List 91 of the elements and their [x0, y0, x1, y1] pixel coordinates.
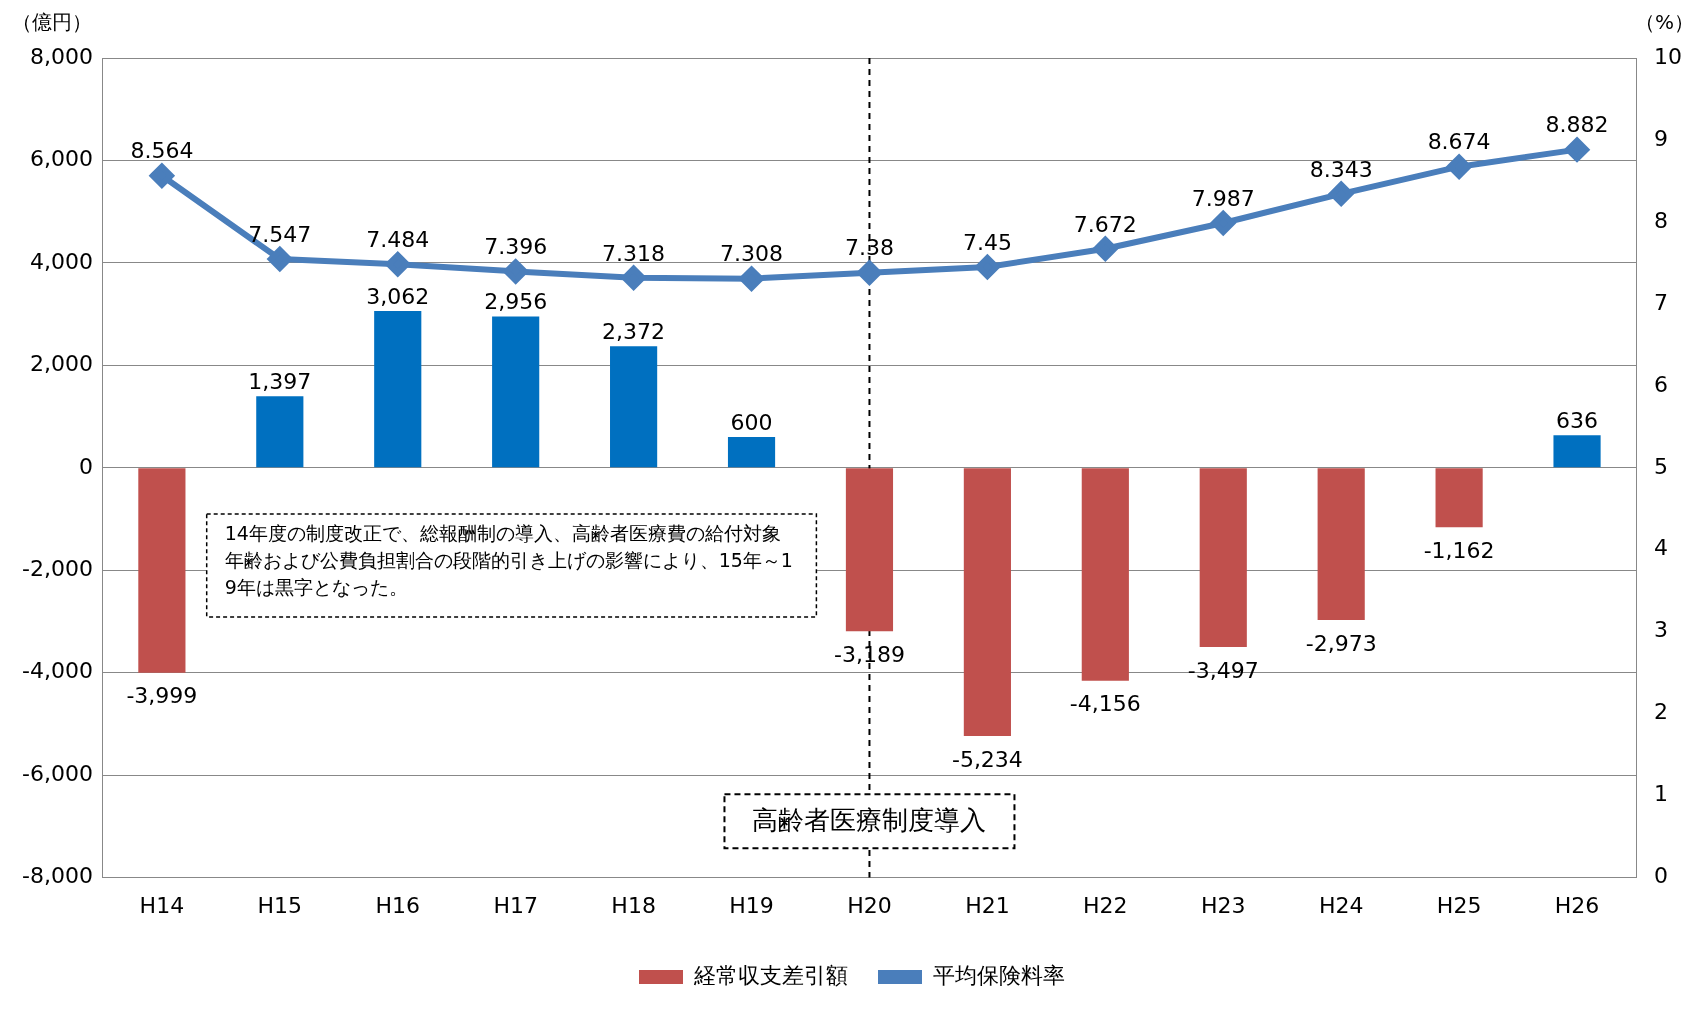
legend-label: 経常収支差引額: [693, 962, 848, 988]
y2-tick-label: 3: [1654, 617, 1669, 643]
y2-tick-label: 8: [1654, 207, 1669, 233]
point: [1093, 236, 1118, 261]
data-label: 7.987: [1191, 185, 1255, 211]
x-tick-label: H22: [1083, 892, 1128, 918]
x-tick-label: H14: [139, 892, 185, 918]
x-tick-label: H16: [375, 892, 421, 918]
x-tick-label: H23: [1200, 892, 1246, 918]
data-label: 2,956: [484, 289, 548, 315]
data-label: 7.38: [844, 235, 894, 261]
data-label: 7.484: [366, 226, 430, 252]
bar: [963, 468, 1011, 736]
legend-label: 平均保険料率: [933, 962, 1065, 988]
bar: [374, 310, 422, 468]
y2-tick-label: 5: [1654, 453, 1669, 479]
y-tick-label: 6,000: [29, 146, 93, 172]
y2-tick-label: 2: [1654, 699, 1669, 725]
data-label: 3,062: [366, 283, 430, 309]
data-label: -3,999: [126, 683, 198, 709]
data-label: 8.564: [130, 138, 194, 164]
data-label: 7.672: [1073, 211, 1137, 237]
y2-axis-title: （%）: [1634, 10, 1694, 35]
y2-tick-label: 10: [1654, 43, 1683, 69]
data-label: 1,397: [248, 368, 312, 394]
bar: [138, 468, 186, 673]
bar: [727, 437, 776, 468]
y2-tick-label: 0: [1654, 863, 1669, 889]
x-tick-label: H20: [847, 892, 892, 918]
point: [857, 260, 882, 285]
x-tick-label: H21: [965, 892, 1010, 918]
bar: [845, 468, 894, 632]
point: [385, 252, 410, 277]
data-label: -3,189: [834, 641, 905, 667]
x-tick-label: H18: [611, 892, 656, 918]
y-axis-title: （億円）: [12, 10, 92, 35]
point: [1565, 137, 1590, 162]
point: [1329, 181, 1354, 206]
x-tick-label: H15: [257, 892, 303, 918]
y2-tick-label: 6: [1654, 371, 1669, 397]
annotation: 高齢者医療制度導入: [752, 805, 987, 835]
data-label: -4,156: [1069, 691, 1141, 717]
point: [503, 259, 528, 284]
y-tick-label: 8,000: [29, 43, 93, 69]
point: [267, 247, 292, 272]
data-label: -3,497: [1187, 657, 1259, 683]
data-label: 8.674: [1427, 129, 1491, 155]
y-tick-label: -8,000: [22, 863, 93, 889]
point: [1447, 154, 1472, 179]
bar: [492, 316, 540, 468]
data-label: 7.45: [962, 229, 1012, 255]
data-label: 7.396: [484, 234, 548, 260]
x-tick-label: H26: [1554, 892, 1600, 918]
data-label: 600: [730, 409, 773, 435]
bar: [1199, 468, 1247, 647]
data-label: -2,973: [1305, 630, 1377, 656]
y2-tick-label: 7: [1654, 289, 1669, 315]
bar: [1081, 468, 1129, 681]
y2-tick-label: 1: [1654, 781, 1669, 807]
bar: [610, 346, 658, 468]
point: [621, 265, 646, 290]
data-label: -5,234: [951, 746, 1023, 772]
point: [975, 255, 1000, 279]
y-tick-label: -4,000: [22, 658, 93, 684]
y-tick-label: 0: [78, 453, 93, 479]
y-tick-label: 2,000: [29, 351, 93, 377]
x-tick-label: H25: [1436, 892, 1482, 918]
point: [739, 266, 764, 291]
y-tick-label: -2,000: [22, 555, 93, 581]
point: [1211, 210, 1236, 235]
y-tick-label: -6,000: [22, 760, 93, 786]
annotation: 14年度の制度改正で、総報酬制の導入、高齢者医療費の給付対象年齢および公費負担割合の段階的引き上げの影響により、15年～19年は黒字となった。: [224, 522, 793, 599]
bar: [1553, 435, 1601, 468]
data-label: 7.318: [602, 240, 666, 266]
y-tick-label: 4,000: [29, 248, 93, 274]
x-tick-label: H19: [729, 892, 774, 918]
point: [149, 163, 174, 188]
y2-tick-label: 4: [1654, 535, 1669, 561]
x-tick-label: H17: [493, 892, 538, 918]
data-label: 2,372: [602, 319, 666, 345]
data-label: 8.882: [1545, 112, 1609, 138]
bar: [1435, 468, 1483, 528]
data-label: 636: [1556, 407, 1599, 433]
bar: [1317, 468, 1365, 621]
x-tick-label: H24: [1318, 892, 1364, 918]
bar: [256, 396, 304, 468]
y2-tick-label: 9: [1654, 125, 1669, 151]
data-label: 8.343: [1309, 156, 1373, 182]
data-label: 7.308: [720, 241, 784, 267]
data-label: -1,162: [1423, 538, 1495, 564]
data-label: 7.547: [248, 221, 312, 247]
